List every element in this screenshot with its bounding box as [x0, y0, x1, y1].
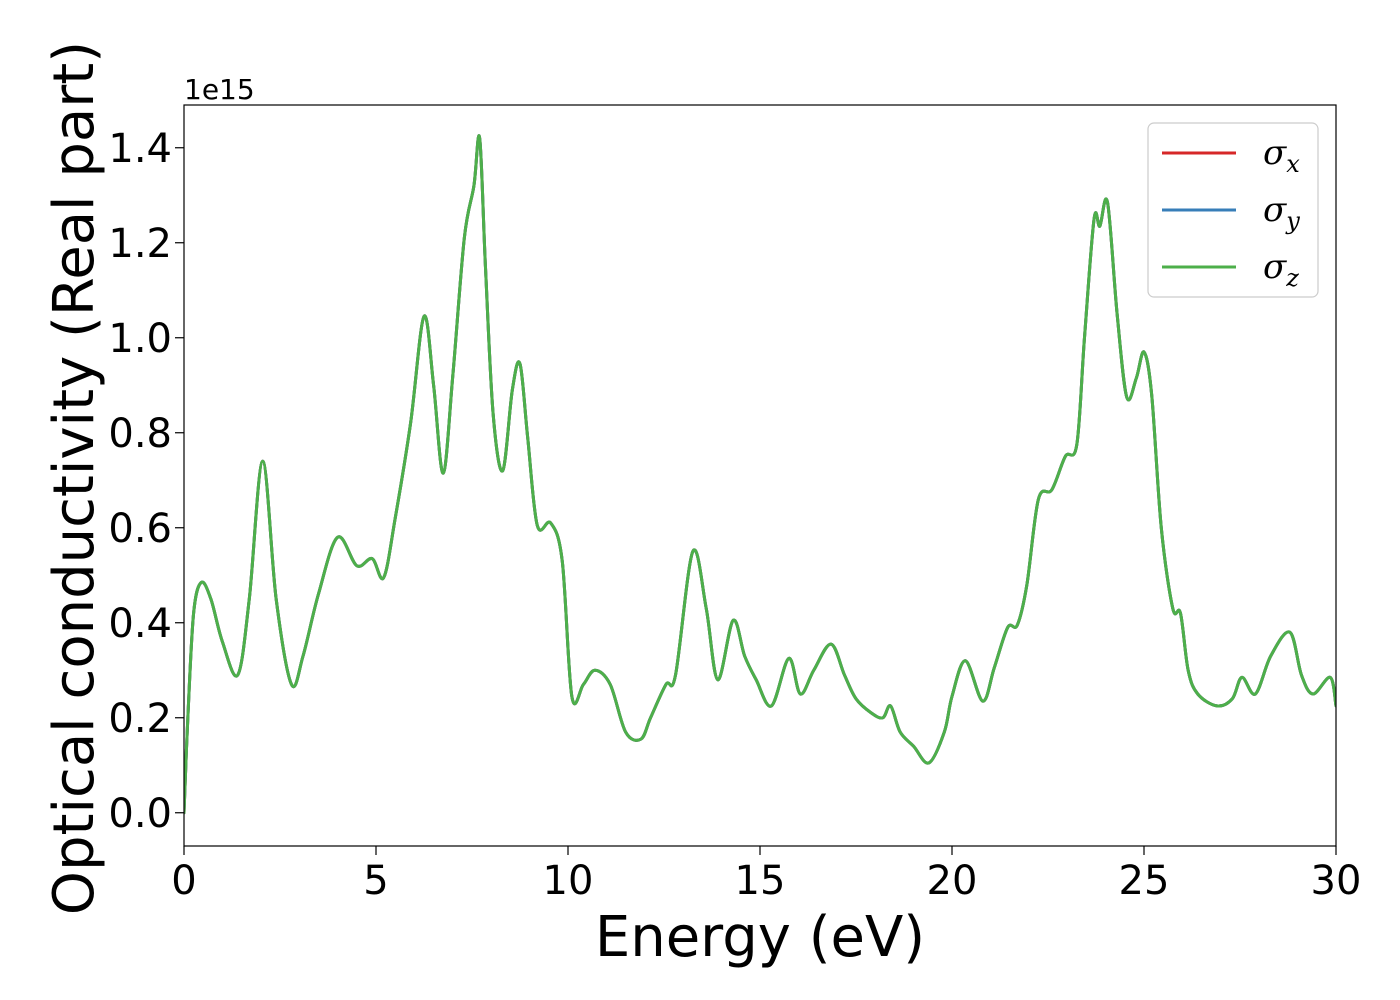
- legend-item-z: σz: [1162, 247, 1299, 292]
- x-tick-label: 5: [363, 858, 388, 904]
- legend-label: σz: [1263, 247, 1299, 292]
- y-tick-label: 0.8: [108, 411, 172, 457]
- x-axis: 0 5 10 15 20 25 30: [171, 846, 1361, 904]
- x-axis-label: Energy (eV): [595, 905, 925, 970]
- y-offset-label: 1e15: [184, 73, 255, 106]
- y-tick-label: 1.2: [108, 221, 172, 267]
- x-tick-label: 15: [735, 858, 786, 904]
- legend-item-y: σy: [1162, 190, 1300, 235]
- x-tick-label: 25: [1119, 858, 1170, 904]
- series-layer: [184, 134, 1336, 815]
- x-tick-label: 0: [171, 858, 196, 904]
- y-tick-label: 1.4: [108, 126, 172, 172]
- legend-label: σx: [1263, 133, 1300, 178]
- series-line-z: [184, 134, 1336, 815]
- y-tick-label: 0.6: [108, 506, 172, 552]
- y-axis: 0.0 0.2 0.4 0.6 0.8 1.0 1.2 1.4: [108, 126, 184, 837]
- x-tick-label: 10: [543, 858, 594, 904]
- legend-label: σy: [1263, 190, 1300, 235]
- y-tick-label: 0.2: [108, 696, 172, 742]
- y-tick-label: 0.4: [108, 601, 172, 647]
- x-tick-label: 20: [927, 858, 978, 904]
- y-axis-label: Optical conductivity (Real part): [42, 41, 107, 915]
- y-tick-label: 0.0: [108, 791, 172, 837]
- legend-item-x: σx: [1162, 133, 1300, 178]
- y-tick-label: 1.0: [108, 316, 172, 362]
- x-tick-label: 30: [1311, 858, 1362, 904]
- legend: σx σy σz: [1147, 122, 1319, 298]
